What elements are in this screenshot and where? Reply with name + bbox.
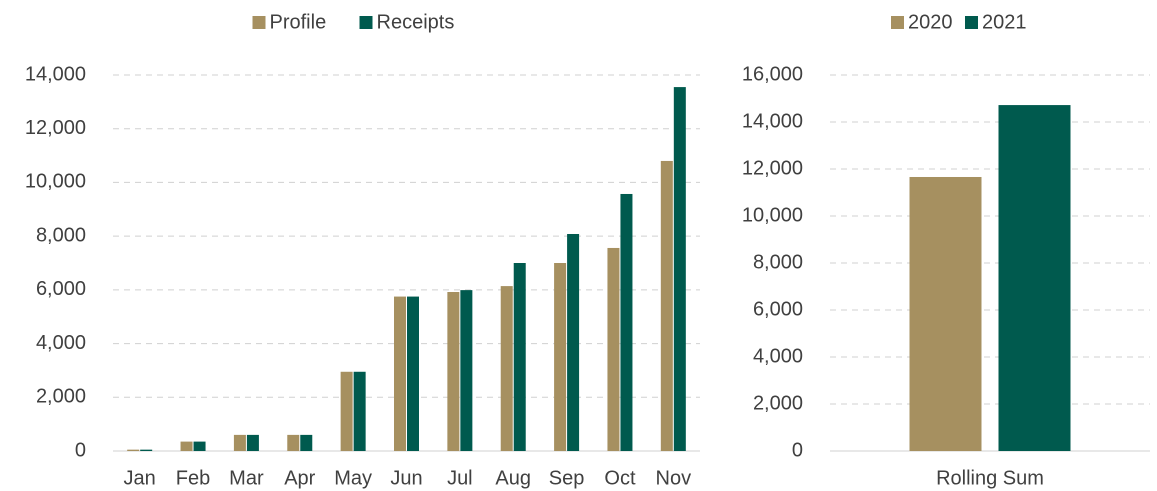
bar	[233, 434, 246, 451]
y-tick-label: 2,000	[36, 386, 86, 408]
y-tick-label: 8,000	[36, 224, 86, 246]
y-tick-label: 2,000	[753, 392, 803, 414]
bar	[673, 87, 686, 451]
bar	[513, 263, 526, 451]
y-tick-label: 6,000	[753, 298, 803, 320]
bar	[407, 296, 419, 451]
bar	[127, 449, 140, 451]
y-tick-label: 0	[75, 439, 86, 461]
legend-swatch	[891, 16, 904, 29]
bar	[300, 434, 313, 451]
bar	[340, 371, 353, 451]
bar	[607, 247, 620, 451]
x-tick-label: Jul	[447, 467, 473, 489]
legend-swatch	[965, 16, 978, 29]
bar	[394, 296, 406, 451]
bar	[353, 371, 366, 451]
x-tick-label: Jan	[124, 467, 156, 489]
x-tick-label: Jun	[390, 467, 422, 489]
bar	[180, 441, 193, 451]
y-tick-label: 4,000	[36, 332, 86, 354]
bar	[140, 449, 153, 451]
y-tick-label: 14,000	[742, 110, 803, 132]
y-tick-label: 12,000	[25, 117, 86, 139]
bar	[620, 193, 633, 451]
legend-label: Profile	[270, 11, 327, 33]
bar	[287, 434, 300, 451]
y-tick-label: 6,000	[36, 278, 86, 300]
y-tick-label: 12,000	[742, 157, 803, 179]
bar	[460, 290, 473, 451]
y-tick-label: 14,000	[25, 63, 86, 85]
bar	[660, 160, 673, 451]
legend-swatch	[252, 16, 266, 29]
x-tick-label: Apr	[284, 467, 315, 489]
bar	[554, 263, 567, 451]
legend-swatch	[359, 16, 373, 29]
y-tick-label: 4,000	[753, 345, 803, 367]
x-tick-label: Mar	[229, 467, 264, 489]
x-tick-label: Oct	[604, 467, 636, 489]
legend-label: Receipts	[377, 11, 455, 33]
y-tick-label: 0	[792, 439, 803, 461]
bar	[193, 441, 206, 451]
y-tick-label: 10,000	[742, 204, 803, 226]
x-tick-label: Aug	[495, 467, 531, 489]
bar	[998, 105, 1071, 451]
legend-label: 2020	[908, 11, 953, 33]
y-tick-label: 10,000	[25, 171, 86, 193]
x-tick-label: May	[334, 467, 372, 489]
legend-label: 2021	[982, 11, 1027, 33]
bar	[447, 292, 460, 451]
bar	[500, 286, 513, 451]
x-tick-label: Feb	[176, 467, 210, 489]
bar	[909, 176, 982, 452]
y-tick-label: 16,000	[742, 63, 803, 85]
y-tick-label: 8,000	[753, 251, 803, 273]
x-tick-label: Rolling Sum	[936, 467, 1044, 489]
bar	[567, 233, 580, 451]
x-tick-label: Sep	[549, 467, 585, 489]
bar	[246, 434, 259, 451]
x-tick-label: Nov	[656, 467, 692, 489]
